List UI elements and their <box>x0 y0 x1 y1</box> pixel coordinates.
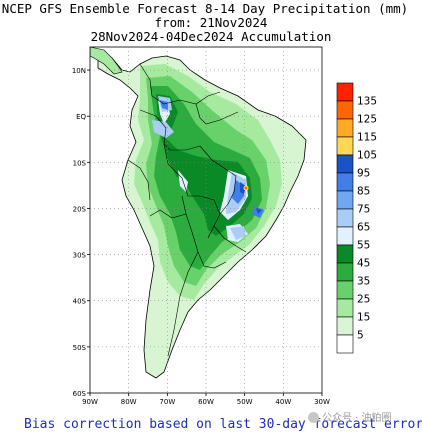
legend-level-55: 55 <box>357 240 370 252</box>
legend-swatch <box>336 280 354 300</box>
lon-label-60W: 60W <box>198 398 214 406</box>
legend-swatch <box>336 208 354 228</box>
lon-label-50W: 50W <box>237 398 253 406</box>
country-borders <box>127 63 247 357</box>
lat-label-20S: 20S <box>73 205 87 213</box>
legend-level-15: 15 <box>357 312 370 324</box>
legend-swatch <box>336 118 354 138</box>
legend-level-135: 135 <box>357 96 377 108</box>
legend-level-5: 5 <box>357 330 364 342</box>
legend-level-65: 65 <box>357 222 370 234</box>
legend-level-45: 45 <box>357 258 370 270</box>
legend-swatch <box>336 172 354 192</box>
lat-label-40S: 40S <box>73 298 87 306</box>
legend-swatch <box>336 154 354 174</box>
lat-label-10N: 10N <box>72 67 86 75</box>
lat-label-50S: 50S <box>73 344 87 352</box>
legend-swatch <box>336 136 354 156</box>
lat-label-30S: 30S <box>73 252 87 260</box>
legend-level-25: 25 <box>357 294 370 306</box>
legend-level-35: 35 <box>357 276 370 288</box>
legend-level-75: 75 <box>357 204 370 216</box>
legend-level-95: 95 <box>357 168 370 180</box>
legend-swatch <box>336 334 354 354</box>
lon-label-80W: 80W <box>121 398 137 406</box>
legend-swatch <box>336 262 354 282</box>
legend-level-125: 125 <box>357 114 377 126</box>
legend-swatch <box>336 244 354 264</box>
legend-swatch <box>336 316 354 336</box>
title-line-2: from: 21Nov2024 <box>154 15 268 30</box>
watermark: 公众号 · 油粕圈 <box>308 409 392 424</box>
latitude-labels: 10N EQ 10S 20S 30S 40S 50S 60S <box>72 67 87 398</box>
title-line-3: 28Nov2024-04Dec2024 Accumulation <box>90 29 332 44</box>
legend-swatch <box>336 298 354 318</box>
legend-level-115: 115 <box>357 132 377 144</box>
lat-label-EQ: EQ <box>76 113 86 121</box>
lon-label-70W: 70W <box>159 398 175 406</box>
precip-105-115 <box>244 186 248 190</box>
bias-correction-footer: Bias correction based on last 30-day for… <box>24 417 422 432</box>
legend-level-85: 85 <box>357 186 370 198</box>
lon-label-90W: 90W <box>82 398 98 406</box>
lon-label-40W: 40W <box>275 398 291 406</box>
precip-75-85 <box>160 100 264 218</box>
legend-level-105: 105 <box>357 150 377 162</box>
lon-label-30W: 30W <box>314 398 330 406</box>
legend-swatch <box>336 190 354 210</box>
lat-label-10S: 10S <box>73 159 87 167</box>
legend-swatch <box>336 100 354 120</box>
title-line-1: NCEP GFS Ensemble Forecast 8-14 Day Prec… <box>1 1 409 16</box>
wechat-icon <box>308 412 319 423</box>
precip-55-65 <box>158 100 248 242</box>
graticule <box>87 47 323 396</box>
central-america <box>90 47 123 75</box>
precip-85-95 <box>240 182 262 214</box>
longitude-labels: 90W 80W 70W 60W 50W 40W 30W <box>82 398 330 406</box>
color-legend: 135 125 115 105 95 85 75 65 55 45 35 25 15 5 <box>336 82 377 354</box>
watermark-text: 公众号 · 油粕圈 <box>322 413 392 424</box>
legend-swatch <box>336 82 354 102</box>
lat-label-60S: 60S <box>73 390 87 398</box>
legend-swatch <box>336 226 354 246</box>
